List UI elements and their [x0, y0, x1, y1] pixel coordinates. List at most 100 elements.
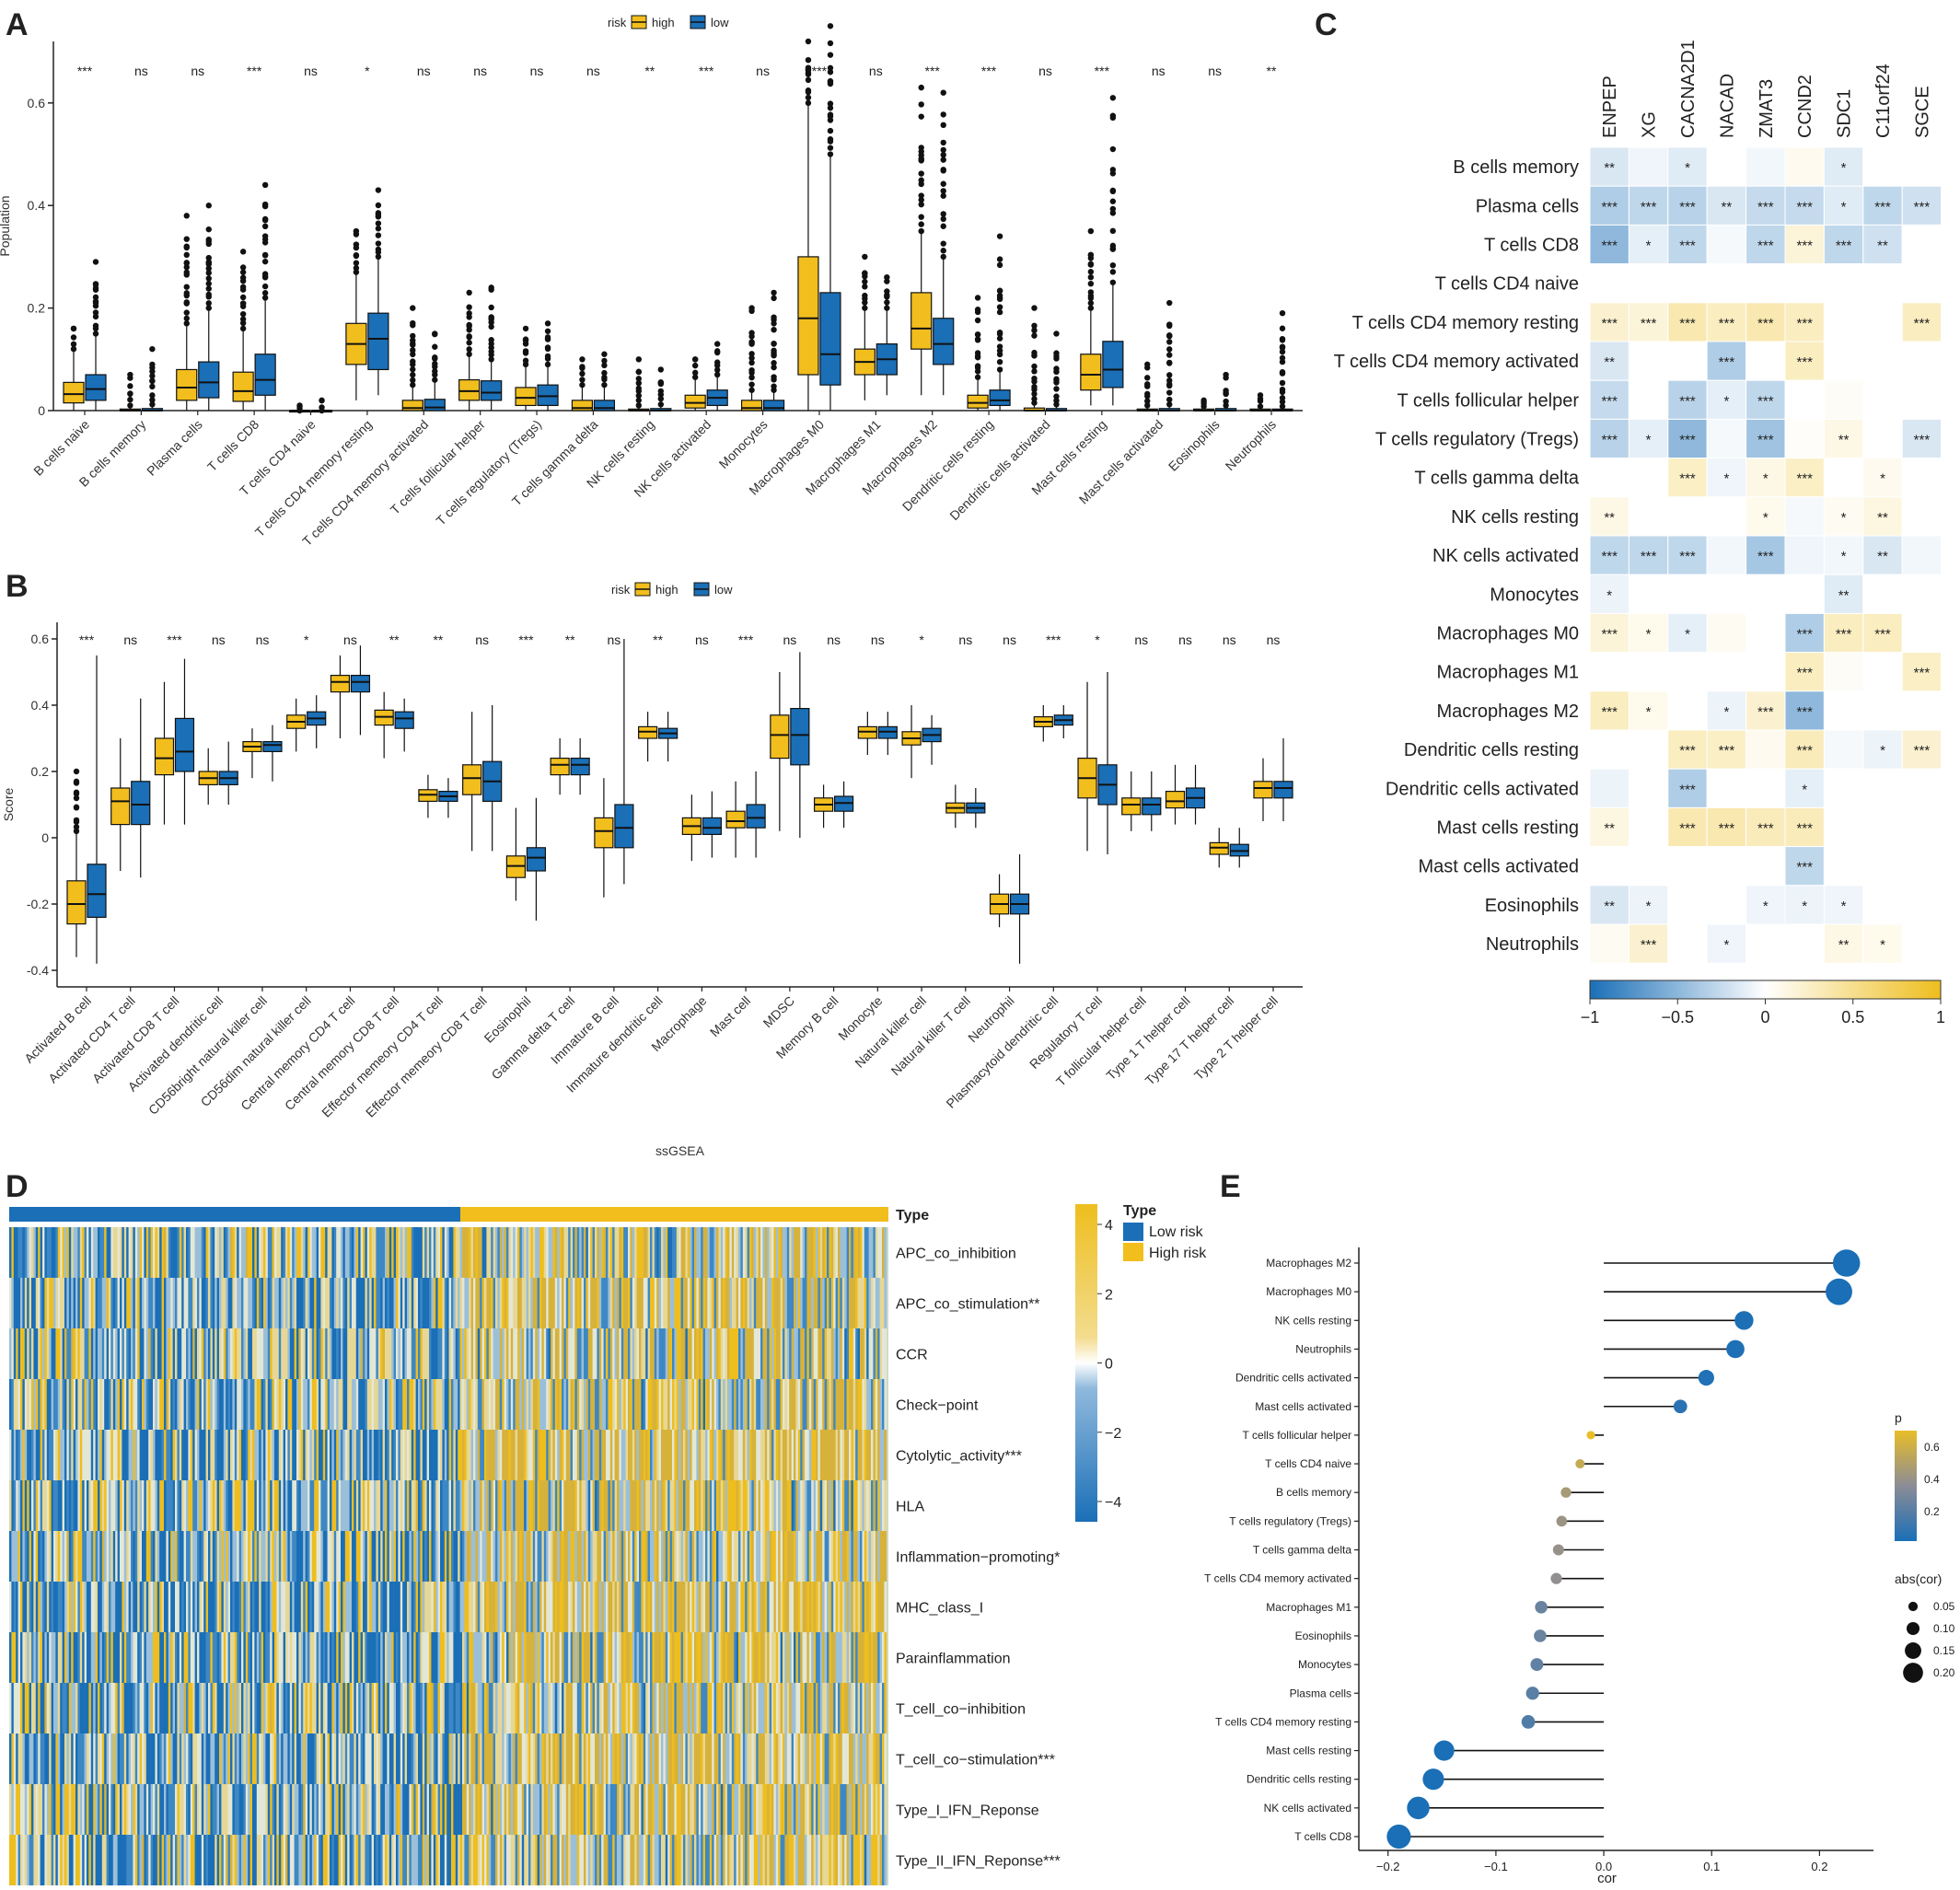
heatmap-stripe [497, 1278, 501, 1328]
heatmap-stripe [112, 1379, 116, 1430]
heatmap-stripe [153, 1480, 156, 1531]
heatmap-cell [1823, 729, 1864, 770]
outlier-point [974, 350, 981, 356]
heatmap-stripe [716, 1379, 719, 1430]
heatmap-stripe [157, 1278, 160, 1328]
heatmap-stripe [481, 1328, 485, 1379]
heatmap-stripe [283, 1379, 286, 1430]
heatmap-stripe [221, 1430, 225, 1480]
heatmap-stripe [358, 1632, 361, 1683]
heatmap-stripe [674, 1531, 678, 1582]
heatmap-stripe [444, 1328, 447, 1379]
heatmap-stripe [581, 1632, 585, 1683]
heatmap-stripe [773, 1227, 777, 1278]
heatmap-stripe [199, 1582, 203, 1632]
heatmap-row-label: T cells CD4 naive [1435, 274, 1579, 295]
heatmap-stripe [762, 1227, 766, 1278]
heatmap-stripe [374, 1632, 377, 1683]
heatmap-stripe [175, 1531, 178, 1582]
heatmap-stripe [400, 1278, 403, 1328]
heatmap-stripe [307, 1480, 310, 1531]
heatmap-stripe [868, 1430, 872, 1480]
heatmap-stripe [344, 1379, 348, 1430]
outlier-point [1223, 371, 1229, 378]
heatmap-stripe [808, 1531, 812, 1582]
heatmap-stripe [808, 1328, 812, 1379]
heatmap-stripe [480, 1328, 482, 1379]
heatmap-stripe [502, 1531, 504, 1582]
heatmap-stripe [515, 1278, 518, 1328]
heatmap-stripe [729, 1480, 733, 1531]
x-tick-label: Type 1 T helper cell [1103, 993, 1192, 1083]
heatmap-stripe [287, 1480, 291, 1531]
heatmap-cell [1706, 652, 1747, 692]
heatmap-stripe [183, 1227, 187, 1278]
heatmap-stripe [117, 1480, 121, 1531]
heatmap-stripe [64, 1328, 67, 1379]
heatmap-stripe [31, 1379, 34, 1430]
heatmap-stripe [860, 1430, 863, 1480]
heatmap-stripe [884, 1480, 887, 1531]
heatmap-stripe [581, 1278, 585, 1328]
heatmap-stripe [609, 1480, 613, 1531]
heatmap-stripe [11, 1683, 15, 1733]
heatmap-stripe [112, 1480, 116, 1531]
heatmap-stripe [87, 1430, 89, 1480]
heatmap-stripe [736, 1430, 739, 1480]
heatmap-stripe [203, 1227, 206, 1278]
heatmap-stripe [687, 1480, 690, 1531]
heatmap-row-label: Macrophages M2 [1436, 702, 1579, 722]
heatmap-stripe [300, 1632, 304, 1683]
heatmap-stripe [749, 1531, 752, 1582]
heatmap-stripe [477, 1278, 481, 1328]
heatmap-stripe [652, 1379, 655, 1430]
heatmap-stripe [819, 1278, 823, 1328]
heatmap-stripe [729, 1328, 733, 1379]
heatmap-stripe [667, 1430, 670, 1480]
outlier-point [601, 381, 608, 388]
heatmap-stripe [93, 1278, 96, 1328]
heatmap-stripe [278, 1632, 282, 1683]
heatmap-stripe [701, 1430, 703, 1480]
heatmap-stripe [783, 1531, 785, 1582]
heatmap-stripe [208, 1430, 211, 1480]
heatmap-stripe [656, 1632, 659, 1683]
heatmap-stripe [783, 1480, 785, 1531]
heatmap-cell [1823, 768, 1864, 808]
heatmap-stripe [493, 1379, 496, 1430]
heatmap-stripe [177, 1480, 180, 1531]
heatmap-stripe [90, 1531, 94, 1582]
heatmap-stripe [584, 1480, 586, 1531]
heatmap-stripe [747, 1582, 750, 1632]
heatmap-stripe [418, 1278, 421, 1328]
heatmap-stripe [79, 1582, 83, 1632]
outlier-point [1279, 379, 1286, 387]
x-tick-label: Plasma cells [144, 417, 205, 479]
heatmap-stripe [562, 1278, 564, 1328]
heatmap-stripe [493, 1430, 496, 1480]
heatmap-stripe [873, 1430, 876, 1480]
heatmap-stripe [546, 1227, 549, 1278]
heatmap-stripe [713, 1531, 717, 1582]
heatmap-stripe [133, 1278, 136, 1328]
heatmap-stripe [570, 1278, 574, 1328]
heatmap-stripe [363, 1227, 365, 1278]
heatmap-stripe [101, 1328, 105, 1379]
heatmap-cell-significance: *** [1601, 627, 1618, 643]
heatmap-stripe [725, 1531, 728, 1582]
heatmap-stripe [576, 1430, 580, 1480]
heatmap-stripe [205, 1430, 209, 1480]
heatmap-stripe [219, 1480, 222, 1531]
heatmap-stripe [769, 1328, 772, 1379]
outlier-point [1087, 273, 1095, 281]
heatmap-cell [1901, 923, 1943, 964]
heatmap-stripe [477, 1379, 481, 1430]
y-axis-title: Score [1, 788, 16, 822]
heatmap-stripe [508, 1278, 512, 1328]
heatmap-stripe [320, 1480, 324, 1531]
heatmap-cell-significance: *** [1914, 199, 1931, 215]
heatmap-stripe [506, 1227, 509, 1278]
heatmap-stripe [139, 1278, 143, 1328]
heatmap-stripe [586, 1582, 589, 1632]
heatmap-stripe [740, 1582, 744, 1632]
